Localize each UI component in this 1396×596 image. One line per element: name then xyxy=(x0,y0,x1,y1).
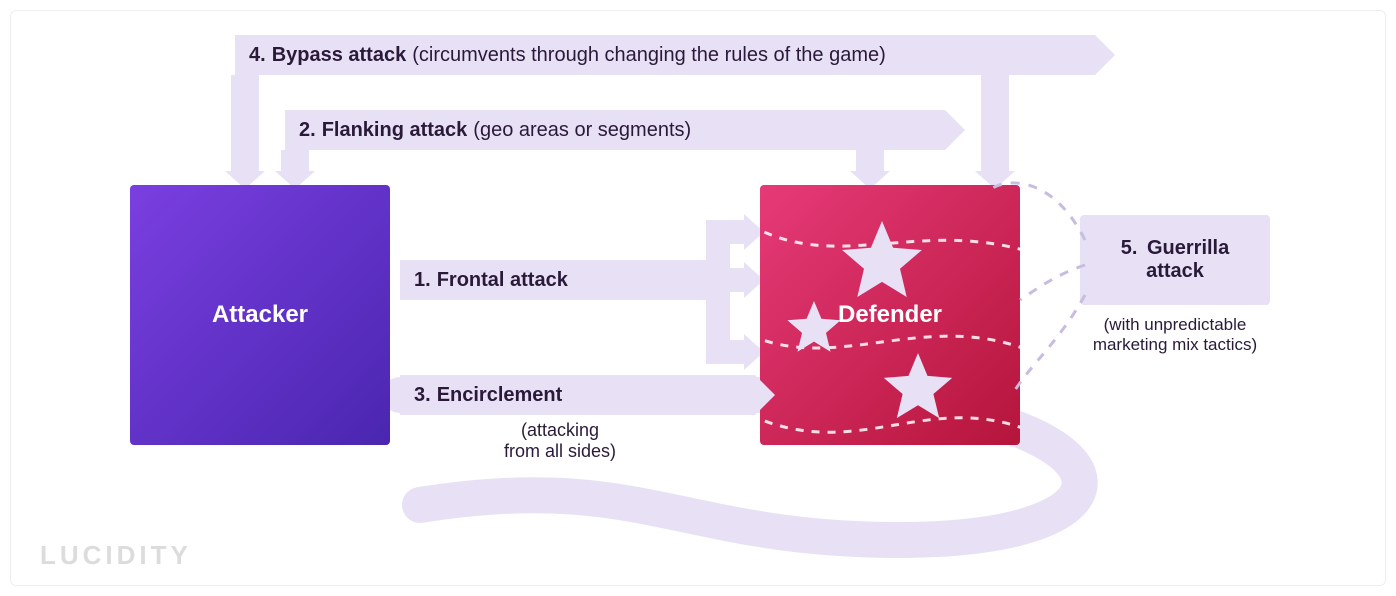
defender-label: Defender xyxy=(838,301,942,329)
frontal-number: 1. xyxy=(414,269,431,292)
flanking-note: (geo areas or segments) xyxy=(473,119,691,142)
guerrilla-title: Guerrilla attack xyxy=(1146,237,1229,282)
frontal-title: Frontal attack xyxy=(437,269,568,292)
lucidity-logo: LUCIDITY xyxy=(40,540,192,571)
frontal-arrowhead-icon xyxy=(710,260,730,300)
bypass-arrowhead-icon xyxy=(1095,35,1115,75)
encirclement-arrowhead-icon xyxy=(755,375,775,415)
frontal-attack-band: 1. Frontal attack xyxy=(400,260,730,300)
bypass-note: (circumvents through changing the rules … xyxy=(412,44,886,67)
encirclement-note-line2: from all sides) xyxy=(460,441,660,462)
bypass-attack-band: 4. Bypass attack (circumvents through ch… xyxy=(235,35,1115,75)
flanking-title: Flanking attack xyxy=(322,119,468,142)
guerrilla-note: (with unpredictable marketing mix tactic… xyxy=(1080,315,1270,355)
flanking-arrowhead-icon xyxy=(945,110,965,150)
bypass-title: Bypass attack xyxy=(272,44,407,67)
guerrilla-attack-box: 5. Guerrilla attack xyxy=(1080,215,1270,305)
attacker-label: Attacker xyxy=(212,301,308,329)
encirclement-note: (attacking from all sides) xyxy=(460,420,660,462)
encirclement-title: Encirclement xyxy=(437,384,563,407)
flanking-attack-band: 2. Flanking attack (geo areas or segment… xyxy=(285,110,965,150)
defender-box: Defender xyxy=(760,185,1020,445)
bypass-number: 4. xyxy=(249,44,266,67)
encirclement-number: 3. xyxy=(414,384,431,407)
guerrilla-number: 5. xyxy=(1121,237,1138,259)
attacker-box: Attacker xyxy=(130,185,390,445)
flanking-number: 2. xyxy=(299,119,316,142)
encirclement-note-line1: (attacking xyxy=(460,420,660,441)
encirclement-attack-band: 3. Encirclement xyxy=(400,375,775,415)
